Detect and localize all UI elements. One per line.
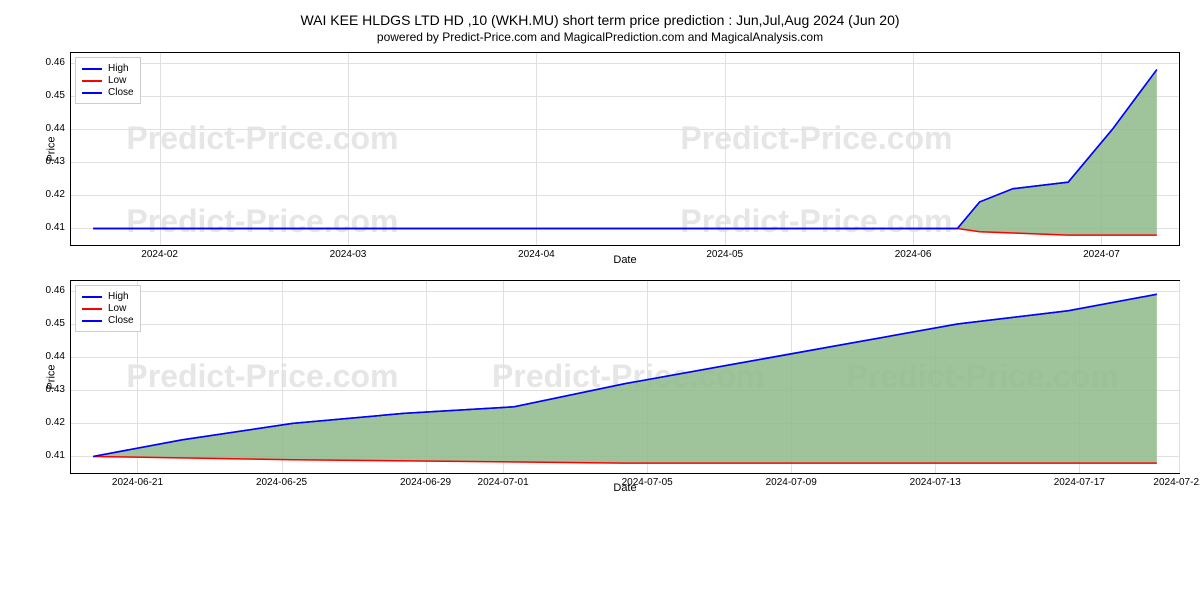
x-tick-label: 2024-07 [1083, 245, 1120, 260]
grid-line [1179, 281, 1180, 473]
legend-swatch-close [82, 320, 102, 322]
y-tick-label: 0.44 [46, 352, 71, 362]
chart-container: WAI KEE HLDGS LTD HD ,10 (WKH.MU) short … [10, 12, 1190, 494]
x-tick-label: 2024-02 [141, 245, 178, 260]
legend-label-high: High [108, 291, 129, 302]
legend-item-low: Low [82, 75, 134, 86]
x-tick-label: 2024-06-25 [256, 473, 307, 488]
x-tick-label: 2024-07-01 [478, 473, 529, 488]
legend-label-high: High [108, 63, 129, 74]
page-subtitle: powered by Predict-Price.com and Magical… [10, 30, 1190, 44]
top-chart: High Low Close Price Predict-Price.comPr… [70, 52, 1180, 246]
legend-item-low: Low [82, 303, 134, 314]
legend-label-low: Low [108, 303, 126, 314]
top-chart-box: High Low Close Price Predict-Price.comPr… [70, 52, 1180, 266]
legend-swatch-low [82, 308, 102, 310]
legend-label-low: Low [108, 75, 126, 86]
x-tick-label: 2024-07-21 [1153, 473, 1200, 488]
bottom-chart-box: High Low Close Price Predict-Price.comPr… [70, 280, 1180, 494]
legend-item-close: Close [82, 87, 134, 98]
legend: High Low Close [75, 57, 141, 104]
y-tick-label: 0.46 [46, 286, 71, 296]
x-tick-label: 2024-03 [330, 245, 367, 260]
y-tick-label: 0.43 [46, 385, 71, 395]
y-tick-label: 0.44 [46, 124, 71, 134]
legend-swatch-low [82, 80, 102, 82]
chart-svg [71, 281, 1179, 473]
y-tick-label: 0.42 [46, 418, 71, 428]
legend-item-high: High [82, 291, 134, 302]
chart-svg [71, 53, 1179, 245]
y-tick-label: 0.42 [46, 190, 71, 200]
y-tick-label: 0.46 [46, 58, 71, 68]
page-title: WAI KEE HLDGS LTD HD ,10 (WKH.MU) short … [10, 12, 1190, 28]
x-tick-label: 2024-07-17 [1054, 473, 1105, 488]
legend-label-close: Close [108, 87, 134, 98]
y-tick-label: 0.43 [46, 157, 71, 167]
legend-swatch-high [82, 296, 102, 298]
legend-item-high: High [82, 63, 134, 74]
legend-label-close: Close [108, 315, 134, 326]
x-tick-label: 2024-05 [706, 245, 743, 260]
bottom-chart: High Low Close Price Predict-Price.comPr… [70, 280, 1180, 474]
y-tick-label: 0.41 [46, 451, 71, 461]
legend-swatch-close [82, 92, 102, 94]
x-tick-label: 2024-07-05 [622, 473, 673, 488]
legend: High Low Close [75, 285, 141, 332]
x-tick-label: 2024-06-21 [112, 473, 163, 488]
x-tick-label: 2024-04 [518, 245, 555, 260]
x-tick-label: 2024-06-29 [400, 473, 451, 488]
area-fill [93, 70, 1157, 236]
top-x-axis-label: Date [70, 254, 1180, 266]
x-tick-label: 2024-07-09 [766, 473, 817, 488]
y-tick-label: 0.41 [46, 223, 71, 233]
x-tick-label: 2024-07-13 [910, 473, 961, 488]
y-tick-label: 0.45 [46, 91, 71, 101]
y-tick-label: 0.45 [46, 319, 71, 329]
legend-item-close: Close [82, 315, 134, 326]
x-tick-label: 2024-06 [895, 245, 932, 260]
legend-swatch-high [82, 68, 102, 70]
